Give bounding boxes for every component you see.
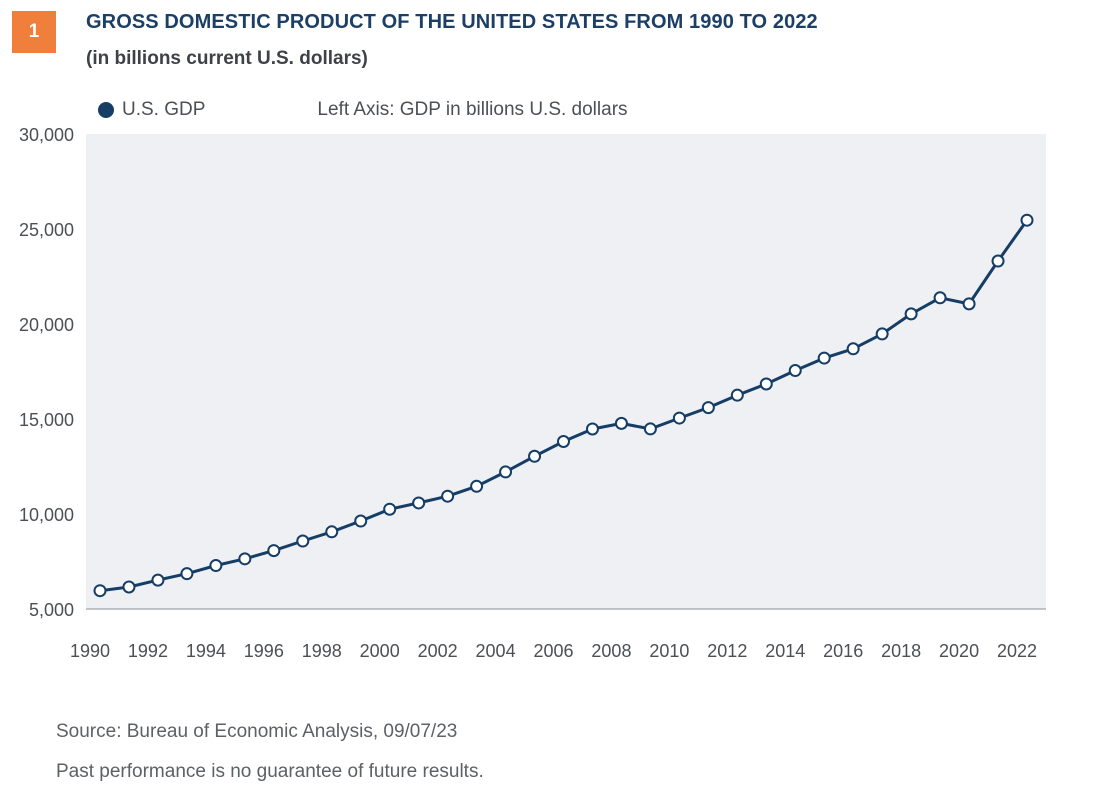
y-tick-label: 25,000 bbox=[19, 220, 74, 240]
data-point bbox=[151, 573, 165, 587]
data-point bbox=[701, 401, 715, 415]
chart-subtitle: (in billions current U.S. dollars) bbox=[86, 48, 368, 69]
data-point bbox=[904, 307, 918, 321]
data-point bbox=[614, 416, 628, 430]
data-point bbox=[875, 327, 889, 341]
legend-series-marker bbox=[98, 102, 114, 118]
data-point bbox=[730, 388, 744, 402]
data-point bbox=[354, 514, 368, 528]
data-point bbox=[759, 377, 773, 391]
data-point bbox=[499, 465, 513, 479]
chart-legend: U.S. GDP Left Axis: GDP in billions U.S.… bbox=[98, 97, 628, 123]
data-point bbox=[470, 479, 484, 493]
x-tick-label: 2006 bbox=[533, 641, 573, 661]
data-point bbox=[528, 449, 542, 463]
legend-axis-note: Left Axis: GDP in billions U.S. dollars bbox=[317, 99, 628, 120]
data-point bbox=[209, 559, 223, 573]
data-point bbox=[991, 254, 1005, 268]
x-tick-label: 2014 bbox=[765, 641, 805, 661]
data-point bbox=[180, 567, 194, 581]
data-point bbox=[238, 552, 252, 566]
legend-series-label: U.S. GDP bbox=[122, 99, 206, 120]
x-tick-label: 2010 bbox=[649, 641, 689, 661]
y-tick-label: 10,000 bbox=[19, 505, 74, 525]
data-point bbox=[122, 580, 136, 594]
x-tick-label: 2018 bbox=[881, 641, 921, 661]
x-tick-label: 2002 bbox=[418, 641, 458, 661]
data-point bbox=[933, 291, 947, 305]
y-tick-label: 20,000 bbox=[19, 315, 74, 335]
data-point bbox=[412, 496, 426, 510]
y-tick-label: 15,000 bbox=[19, 410, 74, 430]
y-tick-label: 5,000 bbox=[29, 600, 74, 620]
x-tick-label: 2016 bbox=[823, 641, 863, 661]
x-tick-label: 1992 bbox=[128, 641, 168, 661]
y-tick-label: 30,000 bbox=[19, 125, 74, 145]
x-tick-label: 1990 bbox=[70, 641, 110, 661]
chart-title: GROSS DOMESTIC PRODUCT OF THE UNITED STA… bbox=[86, 11, 818, 33]
data-point bbox=[846, 342, 860, 356]
data-point bbox=[817, 351, 831, 365]
data-point bbox=[325, 525, 339, 539]
x-tick-label: 2000 bbox=[360, 641, 400, 661]
figure-number-badge: 1 bbox=[12, 11, 56, 53]
x-tick-label: 2008 bbox=[591, 641, 631, 661]
data-point bbox=[441, 489, 455, 503]
x-tick-label: 1994 bbox=[186, 641, 226, 661]
disclaimer-note: Past performance is no guarantee of futu… bbox=[56, 761, 484, 782]
source-note: Source: Bureau of Economic Analysis, 09/… bbox=[56, 721, 458, 742]
data-point bbox=[383, 502, 397, 516]
x-tick-label: 2012 bbox=[707, 641, 747, 661]
data-point bbox=[643, 422, 657, 436]
data-point bbox=[296, 534, 310, 548]
data-point bbox=[557, 434, 570, 448]
data-point bbox=[585, 422, 599, 436]
plot-area bbox=[86, 134, 1046, 609]
data-point bbox=[1020, 213, 1034, 227]
x-tick-label: 1998 bbox=[302, 641, 342, 661]
x-tick-label: 1996 bbox=[244, 641, 284, 661]
data-point bbox=[93, 584, 107, 598]
x-tick-label: 2020 bbox=[939, 641, 979, 661]
data-point bbox=[267, 544, 281, 558]
data-point bbox=[962, 297, 976, 311]
x-tick-label: 2022 bbox=[997, 641, 1037, 661]
x-tick-label: 2004 bbox=[476, 641, 516, 661]
data-point bbox=[788, 364, 802, 378]
data-point bbox=[672, 411, 686, 425]
